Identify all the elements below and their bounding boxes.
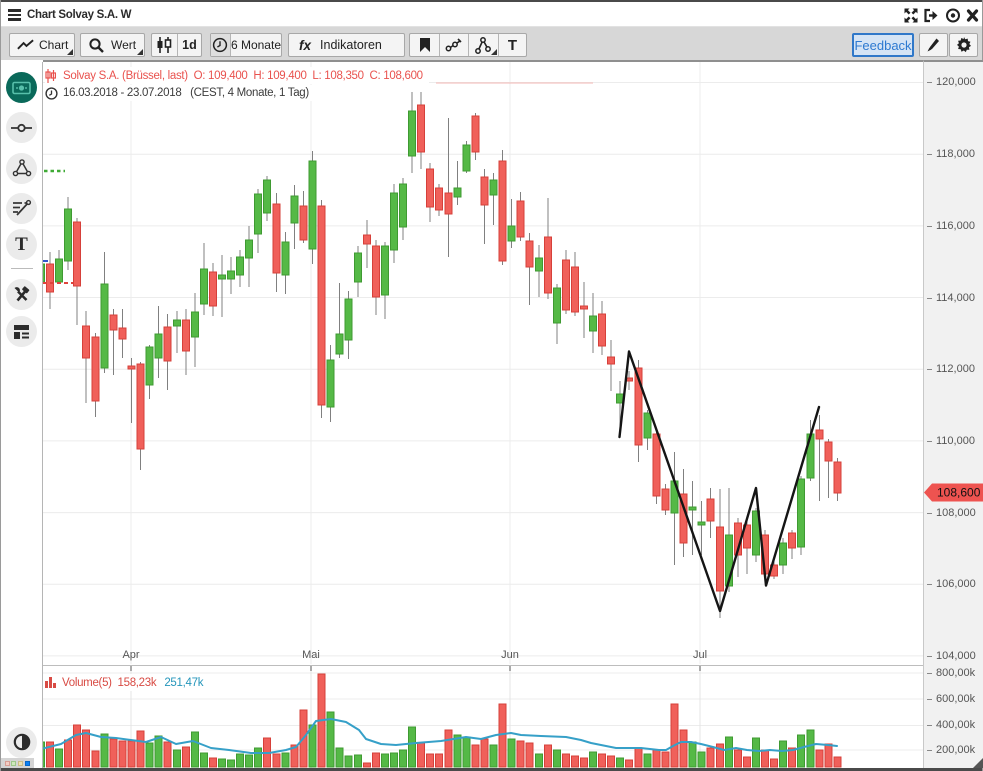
- svg-text:108,600: 108,600: [937, 486, 981, 500]
